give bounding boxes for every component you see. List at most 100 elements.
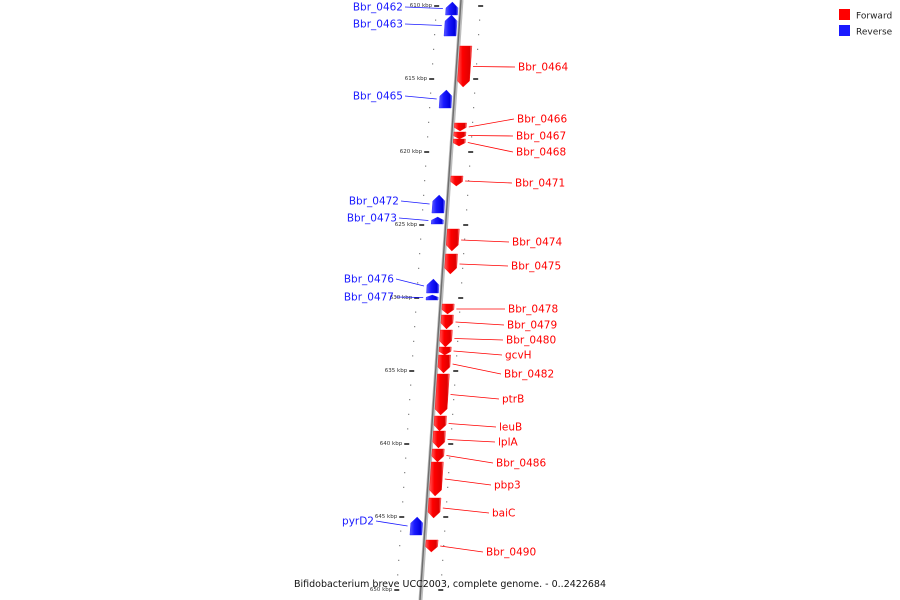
- gene-label-bbr_0478[interactable]: Bbr_0478: [508, 304, 558, 316]
- leader-line-bbr_0466: [468, 118, 515, 128]
- leader-line-bbr_0479: [455, 321, 505, 326]
- gene-arrow-bbr_0471[interactable]: [450, 175, 464, 187]
- minor-tick-right: [453, 399, 455, 401]
- minor-tick-right: [442, 559, 444, 561]
- gene-arrow-bbr_0479[interactable]: [440, 314, 454, 330]
- gene-arrow-bbr_0486[interactable]: [431, 448, 445, 463]
- minor-tick-right: [449, 457, 451, 459]
- leader-line-bbr_0480: [454, 338, 504, 341]
- minor-tick-left: [422, 209, 424, 211]
- gene-label-ptrb[interactable]: ptrB: [502, 394, 524, 406]
- minor-tick-left: [414, 326, 416, 328]
- gene-label-pyrd2[interactable]: pyrD2: [342, 516, 374, 528]
- gene-label-gcvh[interactable]: gcvH: [505, 350, 532, 362]
- minor-tick-left: [400, 530, 402, 532]
- gene-arrow-bbr_0472[interactable]: [431, 194, 446, 214]
- gene-arrow-leub[interactable]: [433, 415, 447, 432]
- minor-tick-right: [473, 107, 475, 109]
- gene-label-bbr_0490[interactable]: Bbr_0490: [486, 547, 536, 559]
- gene-arrow-pbp3[interactable]: [429, 461, 444, 497]
- gene-label-bbr_0475[interactable]: Bbr_0475: [511, 261, 561, 273]
- gene-arrow-bbr_0478[interactable]: [441, 303, 455, 315]
- gene-arrow-bbr_0464[interactable]: [457, 45, 473, 88]
- gene-label-bbr_0474[interactable]: Bbr_0474: [512, 237, 562, 249]
- gene-label-bbr_0463[interactable]: Bbr_0463: [353, 19, 403, 31]
- gene-arrow-baic[interactable]: [427, 497, 442, 519]
- gene-arrow-ptrb[interactable]: [434, 373, 450, 416]
- gene-label-bbr_0464[interactable]: Bbr_0464: [518, 62, 568, 74]
- minor-tick-left: [413, 340, 415, 342]
- gene-label-bbr_0476[interactable]: Bbr_0476: [344, 274, 394, 286]
- minor-tick-left: [398, 559, 400, 561]
- gene-arrow-bbr_0482[interactable]: [437, 354, 451, 374]
- gene-arrow-bbr_0475[interactable]: [444, 253, 458, 275]
- gene-label-bbr_0482[interactable]: Bbr_0482: [504, 369, 554, 381]
- gene-arrow-pyrd2[interactable]: [409, 516, 424, 536]
- gene-arrow-bbr_0476[interactable]: [426, 278, 440, 294]
- minor-tick-right: [461, 282, 463, 284]
- leader-line-leub: [448, 423, 497, 428]
- minor-tick-left: [428, 121, 430, 123]
- minor-tick-right: [476, 63, 478, 65]
- gene-arrow-bbr_0466[interactable]: [454, 122, 467, 132]
- scale-tick-label: 640 kbp: [380, 441, 403, 447]
- gene-label-bbr_0480[interactable]: Bbr_0480: [506, 335, 556, 347]
- gene-label-pbp3[interactable]: pbp3: [494, 480, 521, 492]
- minor-tick-left: [433, 48, 435, 50]
- leader-line-gcvh: [453, 350, 503, 356]
- minor-tick-left: [410, 384, 412, 386]
- minor-tick-right: [448, 472, 450, 474]
- backbone-line: [419, 0, 462, 600]
- genome-caption: Bifidobacterium breve UCC2003, complete …: [294, 579, 606, 590]
- gene-label-bbr_0462[interactable]: Bbr_0462: [353, 2, 403, 14]
- gene-arrow-bbr_0480[interactable]: [439, 329, 453, 348]
- scale-tick-label: 650 kbp: [370, 587, 393, 593]
- gene-label-bbr_0468[interactable]: Bbr_0468: [516, 147, 566, 159]
- gene-arrow-bbr_0490[interactable]: [425, 539, 439, 553]
- gene-arrow-bbr_0474[interactable]: [446, 228, 460, 252]
- gene-label-leub[interactable]: leuB: [499, 422, 522, 434]
- gene-arrow-gcvh[interactable]: [438, 346, 452, 356]
- leader-line-bbr_0462: [404, 6, 443, 9]
- minor-tick-left: [408, 413, 410, 415]
- gene-arrow-lpla[interactable]: [432, 430, 446, 449]
- gene-label-bbr_0472[interactable]: Bbr_0472: [349, 196, 399, 208]
- gene-arrow-bbr_0462[interactable]: [445, 1, 459, 16]
- label-leader-lines: [375, 6, 516, 553]
- gene-label-bbr_0477[interactable]: Bbr_0477: [344, 292, 394, 304]
- leader-line-bbr_0471: [465, 180, 513, 184]
- gene-label-lpla[interactable]: lplA: [498, 437, 518, 449]
- minor-tick-right: [444, 530, 446, 532]
- gene-arrow-bbr_0465[interactable]: [438, 89, 453, 109]
- minor-tick-right: [462, 267, 464, 269]
- strand-legend: Forward Reverse: [839, 9, 893, 38]
- gene-label-bbr_0479[interactable]: Bbr_0479: [507, 320, 557, 332]
- leader-line-pbp3: [444, 478, 492, 486]
- minor-tick-left: [434, 34, 436, 36]
- minor-tick-right: [457, 340, 459, 342]
- gene-arrow-bbr_0468[interactable]: [452, 138, 466, 147]
- leader-line-bbr_0476: [395, 278, 425, 287]
- gene-label-baic[interactable]: baiC: [492, 508, 515, 520]
- minor-tick-right: [472, 121, 474, 123]
- gene-label-bbr_0473[interactable]: Bbr_0473: [347, 213, 397, 225]
- gene-label-bbr_0465[interactable]: Bbr_0465: [353, 91, 403, 103]
- minor-tick-right: [451, 428, 453, 430]
- scale-tick-label: 610 kbp: [410, 3, 433, 9]
- gene-label-bbr_0486[interactable]: Bbr_0486: [496, 458, 546, 470]
- minor-tick-left: [417, 282, 419, 284]
- minor-tick-right: [458, 326, 460, 328]
- gene-label-bbr_0471[interactable]: Bbr_0471: [515, 178, 565, 190]
- gene-label-bbr_0467[interactable]: Bbr_0467: [516, 131, 566, 143]
- gene-arrow-bbr_0473[interactable]: [430, 216, 444, 225]
- gene-label-bbr_0466[interactable]: Bbr_0466: [517, 114, 567, 126]
- minor-tick-right: [463, 253, 465, 255]
- genome-backbone: [418, 0, 464, 600]
- minor-tick-right: [478, 34, 480, 36]
- scale-ticks: 610 kbp 615 kbp 620 kbp 625 kbp 630 kbp 635 k…: [370, 3, 484, 593]
- gene-arrow-bbr_0477[interactable]: [425, 294, 439, 301]
- scale-tick-label: 615 kbp: [405, 76, 428, 82]
- gene-arrow-bbr_0467[interactable]: [453, 131, 467, 140]
- gene-arrow-bbr_0463[interactable]: [443, 14, 458, 37]
- minor-tick-right: [469, 165, 471, 167]
